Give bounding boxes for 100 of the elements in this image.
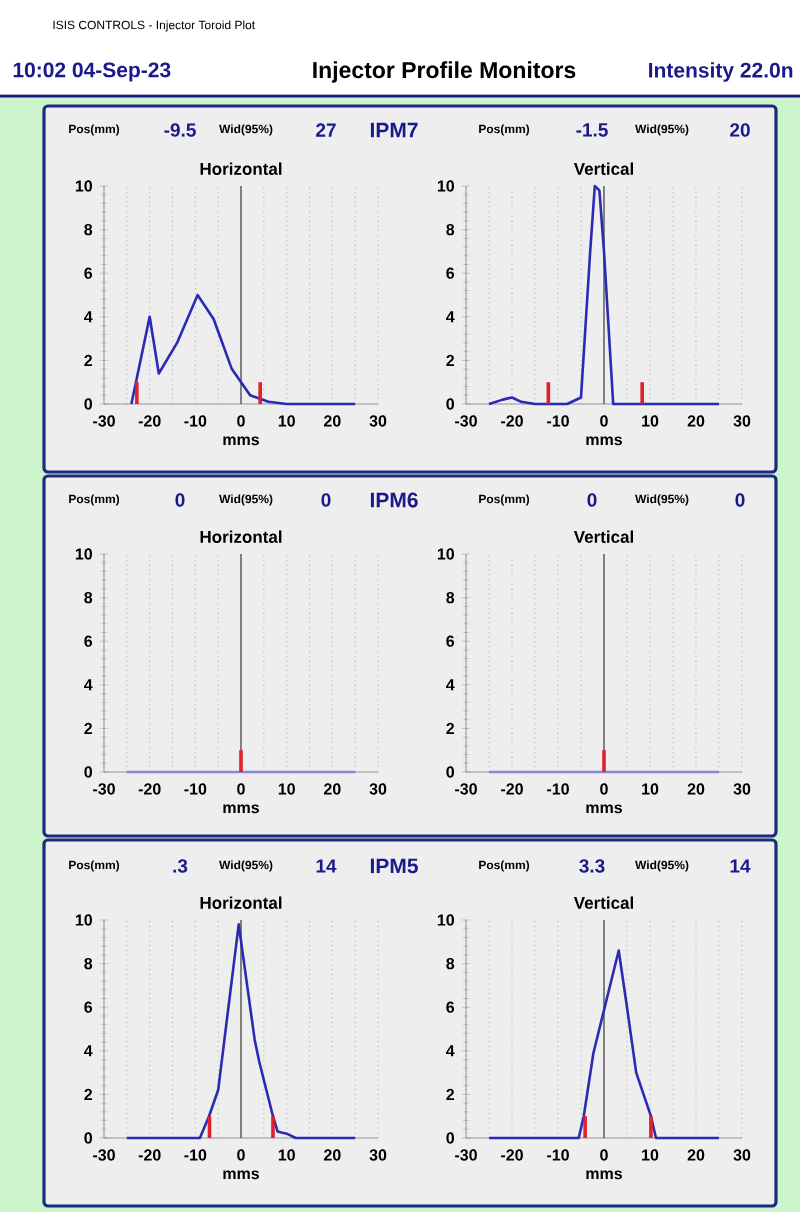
text: 14 xyxy=(316,859,337,873)
x-tick-label: 30 xyxy=(733,783,751,795)
y-tick-label: 2 xyxy=(84,722,93,734)
x-tick-label: 0 xyxy=(237,783,245,795)
text: 20 xyxy=(730,123,750,137)
y-tick-label: 2 xyxy=(446,1088,455,1100)
x-tick-label: -20 xyxy=(138,783,161,795)
y-tick-label: 10 xyxy=(75,914,93,926)
x-tick-label: 20 xyxy=(324,783,341,795)
y-tick-label: 8 xyxy=(84,223,93,236)
x-tick-label: 0 xyxy=(600,783,608,795)
y-tick-label: 6 xyxy=(446,1001,455,1013)
x-axis-title: mms xyxy=(223,804,260,814)
y-tick-label: 6 xyxy=(446,267,455,279)
line-series xyxy=(130,293,357,406)
text: .3 xyxy=(173,859,188,873)
text: -9.5 xyxy=(164,123,196,137)
y-tick-label: 0 xyxy=(84,766,93,778)
x-tick-label: 20 xyxy=(324,415,341,427)
y-tick-label: 10 xyxy=(75,548,93,560)
x-tick-label: -30 xyxy=(455,783,477,795)
chart-title: Vertical xyxy=(573,896,634,909)
x-tick-label: 10 xyxy=(278,415,295,427)
y-tick-label: 6 xyxy=(84,267,93,279)
x-tick-label: -10 xyxy=(547,783,569,795)
y-tick-label: 8 xyxy=(446,223,455,236)
x-tick-label: 30 xyxy=(733,1149,751,1161)
y-tick-label: 0 xyxy=(84,1132,93,1144)
x-tick-label: -20 xyxy=(501,415,523,427)
x-tick-label: -20 xyxy=(138,415,161,427)
x-tick-label: 0 xyxy=(600,415,608,427)
x-tick-label: 0 xyxy=(237,415,245,427)
y-tick-label: 2 xyxy=(84,354,93,366)
text: 10:02 04-Sep-23 xyxy=(13,62,171,82)
x-tick-label: 10 xyxy=(642,1149,659,1161)
text: 0 xyxy=(175,493,185,507)
x-tick-label: 20 xyxy=(687,783,705,795)
y-tick-label: 4 xyxy=(446,679,455,691)
x-tick-label: -10 xyxy=(547,415,569,427)
y-tick-label: 2 xyxy=(84,1088,93,1100)
y-tick-label: 8 xyxy=(446,957,455,970)
x-tick-label: -30 xyxy=(455,415,477,427)
y-tick-label: 10 xyxy=(437,180,455,192)
text: 14 xyxy=(730,859,751,873)
x-axis-title: mms xyxy=(223,1170,260,1180)
y-tick-label: 4 xyxy=(446,1045,455,1057)
y-tick-label: 4 xyxy=(84,311,93,323)
y-tick-label: 2 xyxy=(446,354,455,366)
x-tick-label: 30 xyxy=(369,783,387,795)
y-tick-label: 4 xyxy=(84,679,93,691)
x-tick-label: -30 xyxy=(455,1149,477,1161)
x-axis-title: mms xyxy=(586,804,623,814)
x-tick-label: 10 xyxy=(642,415,659,427)
text: 3.3 xyxy=(579,859,605,873)
y-tick-label: 0 xyxy=(446,766,455,778)
x-axis-title: mms xyxy=(586,1170,623,1180)
x-tick-label: -20 xyxy=(501,783,523,795)
x-tick-label: 0 xyxy=(237,1149,245,1161)
y-tick-label: 6 xyxy=(84,635,93,647)
chart-title: Vertical xyxy=(573,162,634,175)
y-tick-label: 0 xyxy=(446,1132,455,1144)
text: Intensity 22.0n xyxy=(649,62,793,82)
y-tick-label: 8 xyxy=(84,591,93,604)
x-tick-label: 10 xyxy=(278,783,295,795)
text: IPM6 xyxy=(370,492,418,508)
x-tick-label: 10 xyxy=(642,783,659,795)
text: IPM5 xyxy=(370,858,418,874)
x-tick-label: -20 xyxy=(138,1149,161,1161)
y-tick-label: 4 xyxy=(84,1045,93,1057)
x-tick-label: -30 xyxy=(93,415,115,427)
text: 0 xyxy=(587,493,597,507)
x-axis-title: mms xyxy=(223,436,260,446)
x-tick-label: -10 xyxy=(184,783,207,795)
y-tick-label: 8 xyxy=(446,591,455,604)
chart-title: Horizontal xyxy=(200,162,282,175)
text: IPM7 xyxy=(370,122,418,138)
text: -1.5 xyxy=(576,123,608,137)
y-tick-label: 6 xyxy=(84,1001,93,1013)
x-tick-label: 30 xyxy=(733,415,751,427)
text: 0 xyxy=(321,493,331,507)
x-tick-label: -20 xyxy=(501,1149,523,1161)
x-tick-label: 20 xyxy=(324,1149,341,1161)
x-tick-label: -10 xyxy=(547,1149,569,1161)
y-tick-label: 10 xyxy=(437,548,455,560)
text: 0 xyxy=(735,493,745,507)
y-tick-label: 0 xyxy=(84,398,93,410)
y-tick-label: 0 xyxy=(446,398,455,410)
line-series xyxy=(487,949,721,1140)
y-tick-label: 4 xyxy=(446,311,455,323)
x-tick-label: 10 xyxy=(278,1149,295,1161)
text: 27 xyxy=(316,123,336,137)
y-tick-label: 8 xyxy=(84,957,93,970)
x-tick-label: 20 xyxy=(687,1149,705,1161)
x-tick-label: -30 xyxy=(93,1149,115,1161)
x-tick-label: 20 xyxy=(687,415,705,427)
x-tick-label: -10 xyxy=(184,1149,207,1161)
y-tick-label: 10 xyxy=(75,180,93,192)
x-tick-label: -30 xyxy=(93,783,115,795)
x-tick-label: 0 xyxy=(600,1149,608,1161)
x-tick-label: -10 xyxy=(184,415,207,427)
